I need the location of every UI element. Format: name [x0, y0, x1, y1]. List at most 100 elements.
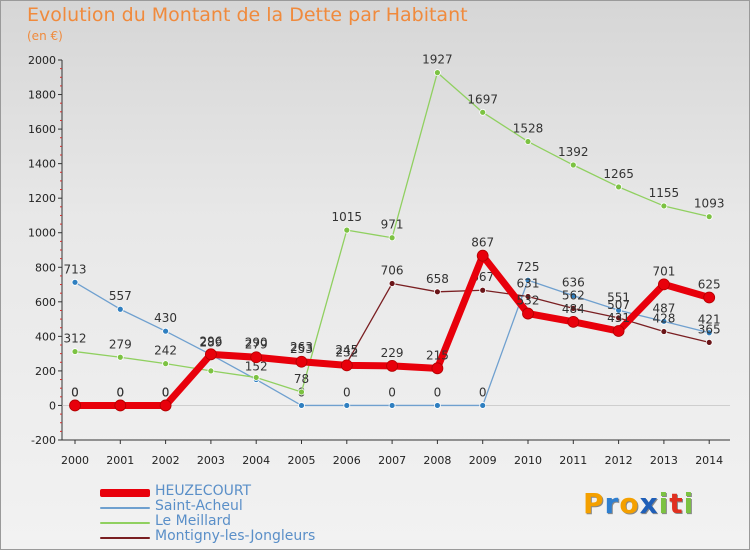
data-label: 263	[290, 340, 313, 354]
legend-swatch	[100, 507, 150, 509]
y-tick-label: 1600	[28, 123, 56, 136]
data-label: 0	[71, 385, 79, 399]
data-point	[615, 183, 622, 191]
y-tick-label: 400	[35, 330, 56, 343]
y-tick-label: 1000	[28, 227, 56, 240]
data-point	[250, 351, 263, 364]
logo-letter: P	[583, 487, 605, 520]
data-label: 312	[64, 332, 87, 346]
data-label: 253	[290, 342, 313, 356]
data-point	[433, 288, 441, 296]
data-label: 431	[607, 311, 630, 325]
data-point	[703, 291, 716, 304]
data-label: 229	[381, 346, 404, 360]
data-point	[479, 402, 487, 409]
data-point	[658, 278, 670, 291]
data-label: 0	[434, 385, 442, 399]
data-point	[386, 359, 399, 372]
legend-label: HEUZECOURT	[155, 483, 252, 499]
x-tick-label: 2004	[242, 454, 270, 467]
legend-swatch	[100, 537, 150, 539]
data-point	[71, 348, 79, 355]
x-tick-label: 2009	[469, 454, 497, 467]
data-label: 232	[335, 345, 358, 359]
legend-label: Montigny-les-Jongleurs	[155, 528, 316, 544]
data-point	[476, 249, 489, 262]
data-label: 0	[71, 385, 79, 399]
data-label: 0	[162, 385, 170, 399]
data-label: 0	[388, 385, 396, 399]
data-point	[433, 69, 441, 77]
data-point	[295, 355, 308, 368]
data-point	[298, 388, 305, 396]
x-tick-label: 2008	[423, 454, 451, 467]
data-point	[298, 402, 305, 409]
y-tick-label: 600	[35, 296, 56, 309]
data-point	[343, 226, 351, 234]
y-tick-label: -200	[31, 434, 56, 447]
x-tick-label: 2000	[61, 454, 89, 467]
data-label: 215	[426, 348, 449, 362]
x-tick-label: 2012	[605, 454, 633, 467]
logo-letter: r	[604, 487, 620, 520]
data-point	[69, 399, 81, 412]
proxiti-logo: Proxiti	[583, 487, 694, 520]
chart-unit-label: (en €)	[27, 29, 63, 43]
x-tick-label: 2006	[333, 454, 361, 467]
y-tick-label: 2000	[28, 54, 56, 67]
x-tick-label: 2013	[650, 454, 678, 467]
data-point	[569, 304, 577, 312]
y-tick-label: 1400	[28, 158, 56, 171]
legend-label: Le Meillard	[155, 513, 231, 529]
data-label: 658	[426, 272, 449, 286]
data-label: 631	[517, 276, 540, 290]
data-label: 430	[154, 311, 177, 325]
data-label: 279	[109, 337, 132, 351]
data-label: 78	[294, 372, 309, 386]
data-label: 551	[607, 290, 630, 304]
x-tick-label: 2010	[514, 454, 542, 467]
legend-swatch	[100, 522, 150, 524]
data-label: 562	[562, 288, 585, 302]
data-point	[116, 305, 124, 313]
data-label: 428	[652, 312, 675, 326]
data-point	[388, 280, 396, 287]
data-point	[252, 374, 260, 381]
data-point	[343, 402, 351, 409]
data-point	[705, 329, 713, 337]
data-point	[114, 399, 127, 412]
data-label: 1697	[467, 92, 498, 106]
data-label: 1392	[558, 145, 589, 159]
data-point	[162, 327, 170, 335]
data-label: 557	[109, 289, 132, 303]
data-point	[388, 234, 396, 242]
x-tick-label: 2005	[288, 454, 316, 467]
data-label: 0	[343, 385, 351, 399]
data-label: 242	[154, 344, 177, 358]
data-label: 1155	[649, 186, 680, 200]
data-point	[569, 292, 577, 300]
line-chart: -200020040060080010001200140016001800200…	[28, 53, 730, 467]
x-tick-label: 2011	[559, 454, 587, 467]
data-point	[433, 402, 441, 409]
logo-letter: i	[658, 487, 670, 520]
chart-title: Evolution du Montant de la Dette par Hab…	[27, 4, 468, 26]
data-point	[524, 293, 532, 300]
x-tick-label: 2001	[106, 454, 134, 467]
data-point	[162, 360, 170, 368]
x-tick-label: 2014	[695, 454, 723, 467]
y-tick-label: 800	[35, 261, 56, 274]
data-label: 725	[517, 260, 540, 274]
x-tick-label: 2003	[197, 454, 225, 467]
data-label: 1015	[332, 210, 363, 224]
y-tick-label: 200	[35, 365, 56, 378]
x-tick-label: 2002	[152, 454, 180, 467]
data-point	[660, 328, 668, 335]
data-label: 1528	[513, 122, 544, 136]
data-label: 484	[562, 302, 585, 316]
data-point	[71, 278, 79, 286]
data-point	[615, 314, 622, 322]
y-tick-label: 0	[49, 399, 56, 412]
data-point	[524, 138, 532, 145]
